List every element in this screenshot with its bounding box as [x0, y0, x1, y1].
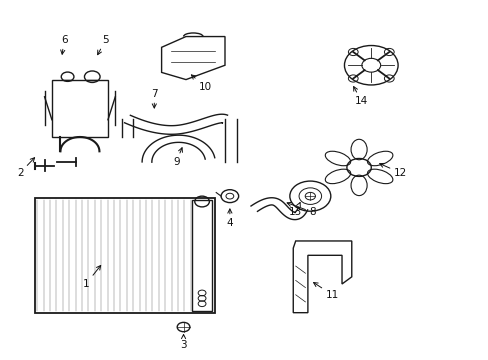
Bar: [191, 200, 212, 311]
Text: 14: 14: [353, 86, 367, 106]
Text: 11: 11: [313, 283, 338, 300]
Text: 13: 13: [288, 202, 302, 217]
Text: 9: 9: [173, 148, 182, 167]
Bar: [52, 80, 108, 137]
Text: 4: 4: [226, 209, 233, 228]
Text: 7: 7: [151, 89, 157, 108]
Text: 8: 8: [286, 202, 315, 217]
Text: 3: 3: [180, 334, 186, 350]
Text: 10: 10: [191, 75, 212, 92]
Text: 12: 12: [379, 163, 407, 178]
Text: 5: 5: [98, 35, 109, 55]
Text: 2: 2: [17, 158, 35, 178]
Text: 1: 1: [82, 266, 101, 289]
Bar: [35, 198, 215, 313]
Text: 6: 6: [61, 35, 67, 54]
